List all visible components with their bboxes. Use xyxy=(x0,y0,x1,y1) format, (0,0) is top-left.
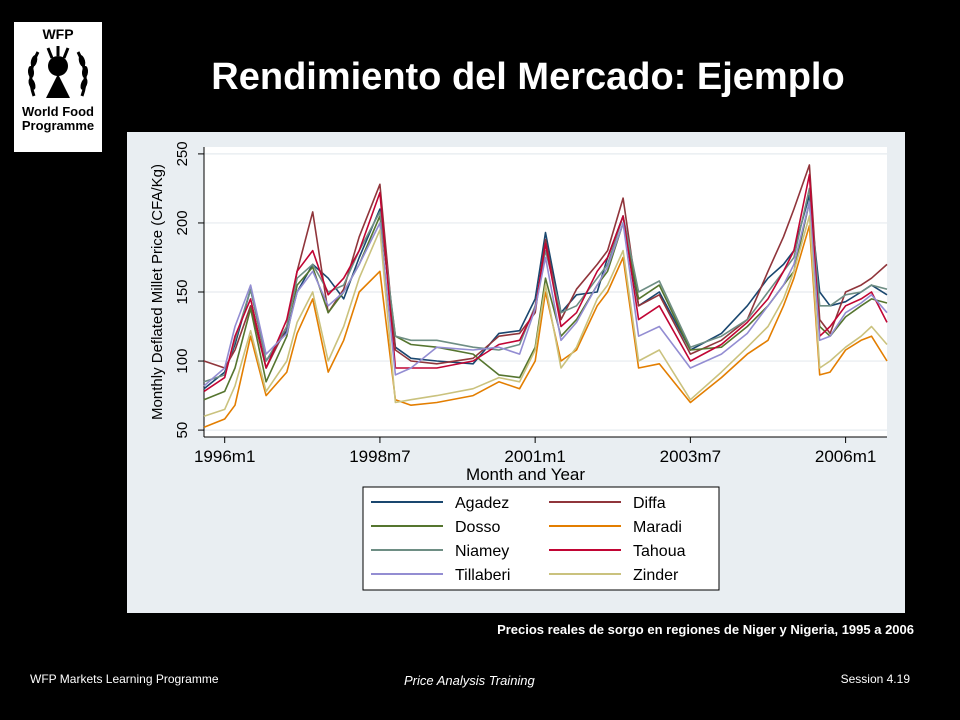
footer-session: Session 4.19 xyxy=(840,672,910,686)
y-tick-label: 150 xyxy=(174,279,191,304)
series-line-tillaberi xyxy=(203,201,888,387)
legend-label: Tahoua xyxy=(633,543,686,560)
legend-label: Dosso xyxy=(455,519,500,536)
y-axis-title: Monthly Deflated Millet Price (CFA/Kg) xyxy=(149,164,166,420)
y-tick-label: 250 xyxy=(174,141,191,166)
x-tick-label: 2003m7 xyxy=(660,447,721,466)
x-tick-label: 2006m1 xyxy=(815,447,876,466)
series-line-dosso xyxy=(203,201,888,401)
footer-programme: WFP Markets Learning Programme xyxy=(30,672,219,686)
logo-line-2: Programme xyxy=(21,118,95,133)
legend-label: Diffa xyxy=(633,495,666,512)
x-tick-label: 1998m7 xyxy=(349,447,410,466)
legend-label: Zinder xyxy=(633,567,679,584)
logo-name: World Food Programme xyxy=(14,105,102,133)
y-tick-label: 200 xyxy=(174,210,191,235)
chart-caption: Precios reales de sorgo en regiones de N… xyxy=(497,622,914,637)
series-line-zinder xyxy=(203,215,888,418)
x-axis-title: Month and Year xyxy=(466,465,585,484)
legend-label: Maradi xyxy=(633,519,682,536)
x-tick-label: 1996m1 xyxy=(194,447,255,466)
y-tick-label: 50 xyxy=(174,422,191,439)
chart-panel: 50 100 150 200 250 1996m1 1998m7 2001m1 2003m7 20… xyxy=(127,132,905,613)
legend-box xyxy=(362,486,720,591)
y-tick-label: 100 xyxy=(174,349,191,374)
x-tick-label: 2001m1 xyxy=(504,447,565,466)
footer-training: Price Analysis Training xyxy=(404,673,535,688)
logo-line-1: World Food xyxy=(22,104,94,119)
wfp-logo: WFP World Food Programme xyxy=(14,22,102,152)
legend-label: Niamey xyxy=(455,543,509,560)
price-chart: 50 100 150 200 250 1996m1 1998m7 2001m1 2003m7 20… xyxy=(149,141,888,591)
wheat-wreath-icon xyxy=(27,46,89,98)
slide-title: Rendimiento del Mercado: Ejemplo xyxy=(211,56,845,98)
legend-label: Agadez xyxy=(455,495,509,512)
legend-label: Tillaberi xyxy=(455,567,510,584)
series-line-tahoua xyxy=(203,173,888,393)
logo-acronym: WFP xyxy=(42,26,74,42)
